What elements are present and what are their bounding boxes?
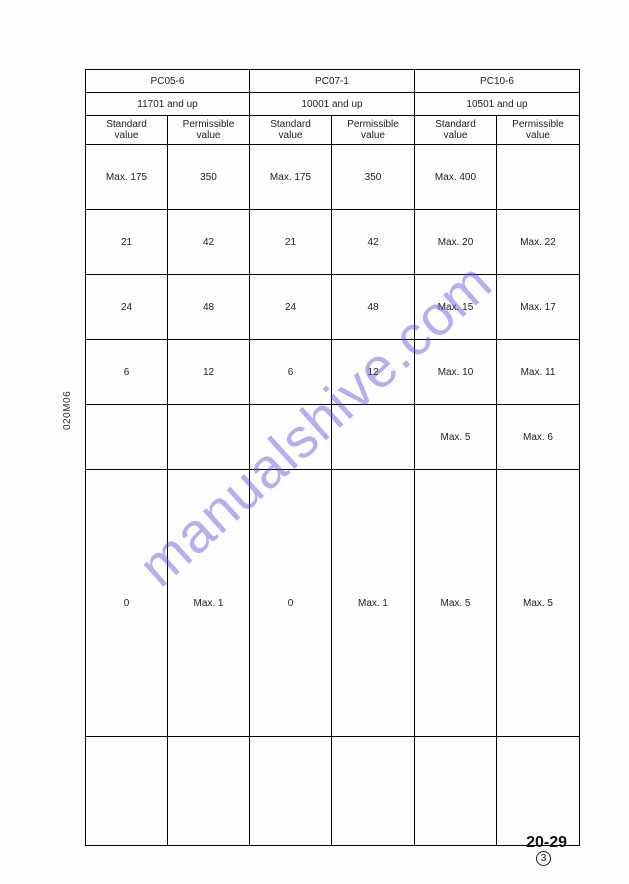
cell: Max. 5 [497,470,580,737]
table-row: Max. 175 350 Max. 175 350 Max. 400 [86,145,580,210]
cell: Max. 1 [332,470,415,737]
table-row: 0 Max. 1 0 Max. 1 Max. 5 Max. 5 [86,470,580,737]
cell: 42 [332,210,415,275]
cell [250,405,332,470]
cell: Max. 5 [415,470,497,737]
cell: Max. 175 [86,145,168,210]
table-row: Max. 5 Max. 6 [86,405,580,470]
cell: 350 [168,145,250,210]
table-row: 6 12 6 12 Max. 10 Max. 11 [86,340,580,405]
revision-mark: 3 [536,851,551,866]
col-header-std: Standardvalue [415,116,497,145]
col-header-std: Standardvalue [250,116,332,145]
cell: Max. 11 [497,340,580,405]
col-header-perm: Permissiblevalue [168,116,250,145]
cell: Max. 20 [415,210,497,275]
cell: 48 [168,275,250,340]
serial-header: 11701 and up [86,93,250,116]
col-header-std: Standardvalue [86,116,168,145]
cell [86,405,168,470]
cell [250,737,332,846]
cell: 24 [86,275,168,340]
model-header: PC07-1 [250,70,415,93]
model-header: PC10-6 [415,70,580,93]
cell [497,737,580,846]
cell [332,737,415,846]
cell: Max. 15 [415,275,497,340]
cell [332,405,415,470]
cell: 21 [86,210,168,275]
cell: Max. 22 [497,210,580,275]
cell: 21 [250,210,332,275]
model-header: PC05-6 [86,70,250,93]
cell: 350 [332,145,415,210]
col-header-perm: Permissiblevalue [497,116,580,145]
cell: 12 [168,340,250,405]
cell [497,145,580,210]
cell [415,737,497,846]
serial-header: 10001 and up [250,93,415,116]
cell [168,737,250,846]
table-row: 24 48 24 48 Max. 15 Max. 17 [86,275,580,340]
table-row: 21 42 21 42 Max. 20 Max. 22 [86,210,580,275]
cell: Max. 6 [497,405,580,470]
serial-header: 10501 and up [415,93,580,116]
cell: 0 [86,470,168,737]
spec-table: PC05-6 PC07-1 PC10-6 11701 and up 10001 … [85,69,580,846]
side-code: 020M06 [62,391,73,430]
cell: Max. 1 [168,470,250,737]
cell: Max. 17 [497,275,580,340]
cell: Max. 10 [415,340,497,405]
page-number: 20-29 [526,834,567,852]
cell: 0 [250,470,332,737]
cell: Max. 175 [250,145,332,210]
cell: 24 [250,275,332,340]
table-row [86,737,580,846]
col-header-perm: Permissiblevalue [332,116,415,145]
cell [86,737,168,846]
cell [168,405,250,470]
cell: 42 [168,210,250,275]
cell: Max. 400 [415,145,497,210]
cell: 6 [250,340,332,405]
cell: 6 [86,340,168,405]
cell: 12 [332,340,415,405]
cell: 48 [332,275,415,340]
cell: Max. 5 [415,405,497,470]
